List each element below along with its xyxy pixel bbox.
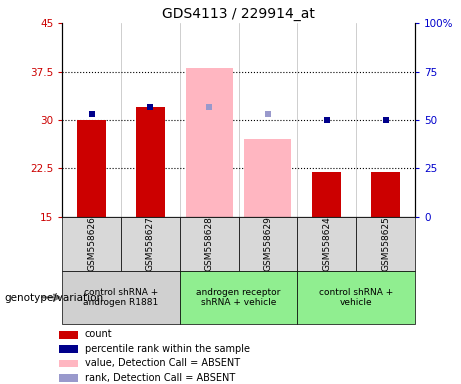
Bar [312,172,342,217]
Bar [180,271,297,324]
Title: GDS4113 / 229914_at: GDS4113 / 229914_at [162,7,315,21]
Text: GSM558624: GSM558624 [322,217,331,271]
Bar [356,217,415,271]
Bar [59,345,77,353]
Text: androgen receptor
shRNA + vehicle: androgen receptor shRNA + vehicle [196,288,281,307]
Text: GSM558626: GSM558626 [87,217,96,271]
Bar [121,217,180,271]
Bar [239,217,297,271]
Text: rank, Detection Call = ABSENT: rank, Detection Call = ABSENT [84,372,235,382]
Text: genotype/variation: genotype/variation [5,293,104,303]
Text: control shRNA +
vehicle: control shRNA + vehicle [319,288,393,307]
Text: value, Detection Call = ABSENT: value, Detection Call = ABSENT [84,358,240,368]
Bar [77,120,106,217]
Text: GSM558627: GSM558627 [146,217,155,271]
Bar [59,331,77,339]
Bar [62,217,121,271]
Text: count: count [84,329,112,339]
Bar [62,271,180,324]
Bar [136,107,165,217]
Bar [59,359,77,367]
Text: GSM558629: GSM558629 [263,217,272,271]
Bar [59,374,77,382]
Text: GSM558625: GSM558625 [381,217,390,271]
Bar [297,271,415,324]
Bar [371,172,400,217]
Text: percentile rank within the sample: percentile rank within the sample [84,344,249,354]
Bar [180,217,239,271]
Bar [186,68,233,217]
Text: GSM558628: GSM558628 [205,217,214,271]
Text: control shRNA +
androgen R1881: control shRNA + androgen R1881 [83,288,159,307]
Bar [297,217,356,271]
Bar [244,139,291,217]
